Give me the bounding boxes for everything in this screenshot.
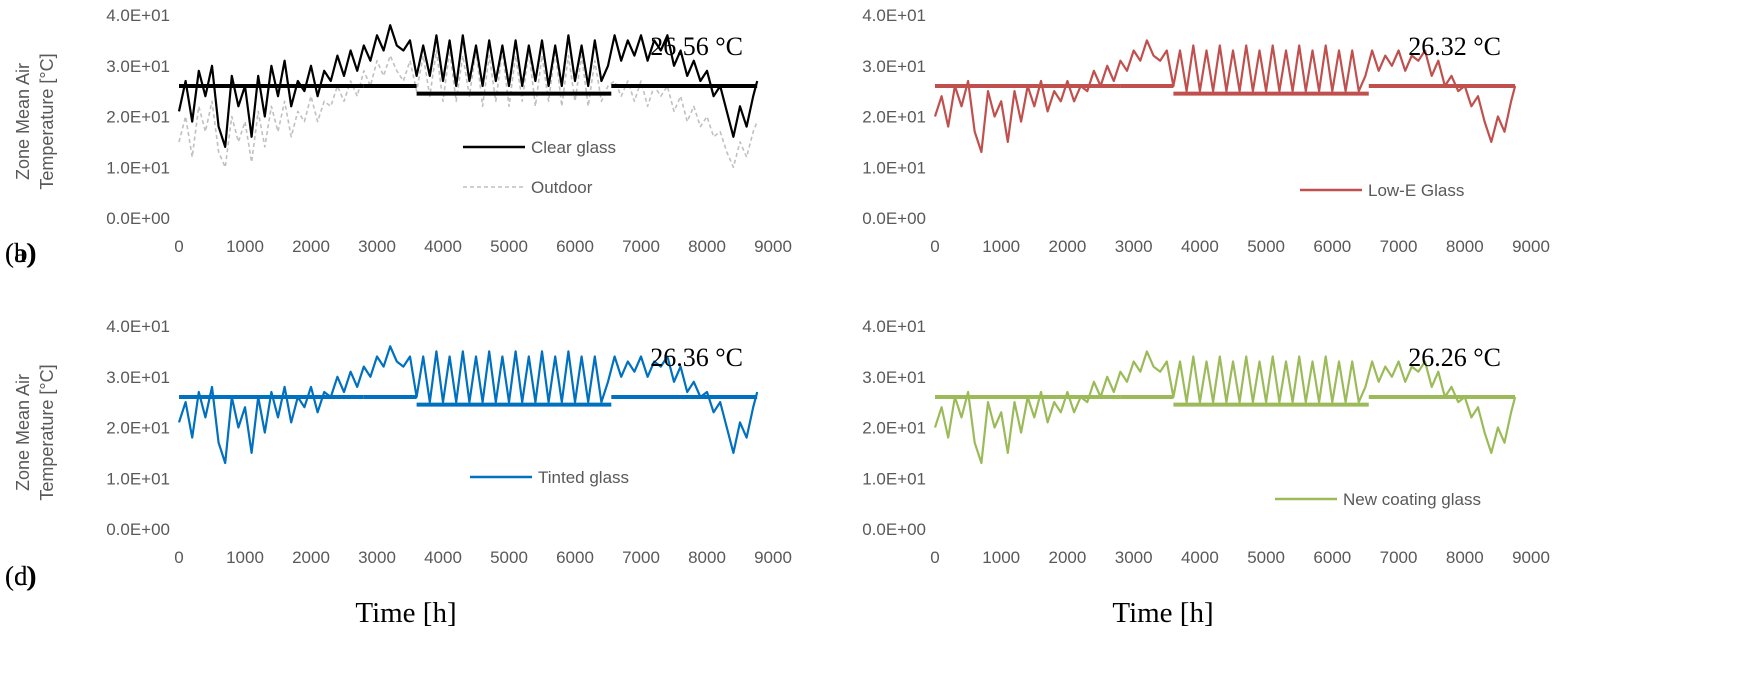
y-tick-label: 3.0E+01 <box>862 57 926 76</box>
x-axis-title: Time [h] <box>1112 597 1213 629</box>
x-tick-label: 5000 <box>1247 237 1285 256</box>
y-tick-label: 2.0E+01 <box>106 108 170 127</box>
y-tick-label: 4.0E+01 <box>862 6 926 25</box>
legend-label: Clear glass <box>531 138 616 157</box>
x-tick-label: 3000 <box>358 548 396 567</box>
legend-label: Tinted glass <box>538 468 629 487</box>
x-tick-label: 8000 <box>1446 548 1484 567</box>
x-tick-label: 2000 <box>292 237 330 256</box>
x-tick-label: 5000 <box>1247 548 1285 567</box>
x-tick-label: 5000 <box>490 237 528 256</box>
x-tick-label: 1000 <box>982 237 1020 256</box>
x-tick-label: 9000 <box>754 548 792 567</box>
y-tick-label: 3.0E+01 <box>106 368 170 387</box>
x-tick-label: 8000 <box>688 548 726 567</box>
mean-temperature-annotation: 26.26 °C <box>1408 343 1501 372</box>
mean-temperature-annotation: 26.56 °C <box>650 32 743 61</box>
y-axis-title-line: Zone Mean Air <box>13 63 33 180</box>
x-tick-label: 7000 <box>1380 548 1418 567</box>
panel-label: (c) <box>5 561 35 591</box>
legend-label: Outdoor <box>531 178 593 197</box>
y-tick-label: 4.0E+01 <box>862 317 926 336</box>
x-tick-label: 7000 <box>1380 237 1418 256</box>
y-tick-label: 1.0E+01 <box>862 158 926 177</box>
y-tick-label: 2.0E+01 <box>862 419 926 438</box>
x-tick-label: 6000 <box>1313 237 1351 256</box>
x-tick-label: 3000 <box>358 237 396 256</box>
x-tick-label: 7000 <box>622 237 660 256</box>
x-tick-label: 4000 <box>424 548 462 567</box>
x-tick-label: 8000 <box>1446 237 1484 256</box>
y-axis-title-line: Temperature [°C] <box>37 53 57 189</box>
panel-label: (d) <box>5 561 36 591</box>
x-tick-label: 1000 <box>226 237 264 256</box>
x-tick-label: 1000 <box>982 548 1020 567</box>
mean-temperature-annotation: 26.32 °C <box>1408 32 1501 61</box>
y-axis-title: Zone Mean Air Temperature [°C] <box>13 53 57 189</box>
y-axis-title-line: Temperature [°C] <box>37 364 57 500</box>
y-tick-label: 1.0E+01 <box>106 469 170 488</box>
x-tick-label: 9000 <box>1512 237 1550 256</box>
x-tick-label: 0 <box>174 237 183 256</box>
y-tick-label: 3.0E+01 <box>862 368 926 387</box>
x-axis-title: Time [h] <box>355 597 456 629</box>
x-tick-label: 9000 <box>1512 548 1550 567</box>
x-tick-label: 0 <box>174 548 183 567</box>
chart-panel-a: 0.0E+00 1.0E+01 2.0E+01 3.0E+01 4.0E+01 0 1000… <box>5 6 792 268</box>
series-line-1 <box>178 49 758 169</box>
y-tick-label: 0.0E+00 <box>106 520 170 539</box>
panel-label: (b) <box>5 238 36 268</box>
y-tick-label: 2.0E+01 <box>862 108 926 127</box>
x-tick-label: 3000 <box>1115 237 1153 256</box>
legend-label: Low-E Glass <box>1368 181 1464 200</box>
y-tick-label: 4.0E+01 <box>106 6 170 25</box>
y-tick-label: 2.0E+01 <box>106 419 170 438</box>
mean-temperature-annotation: 26.36 °C <box>650 343 743 372</box>
series-line-0 <box>933 39 1517 154</box>
x-tick-label: 8000 <box>688 237 726 256</box>
y-tick-label: 0.0E+00 <box>106 209 170 228</box>
x-tick-label: 4000 <box>424 237 462 256</box>
y-tick-label: 0.0E+00 <box>862 209 926 228</box>
x-tick-label: 1000 <box>226 548 264 567</box>
x-tick-label: 6000 <box>556 548 594 567</box>
y-axis-title-line: Zone Mean Air <box>13 374 33 491</box>
x-tick-label: 6000 <box>556 237 594 256</box>
chart-panel-b: 0.0E+00 1.0E+01 2.0E+01 3.0E+01 4.0E+01 0 1000… <box>5 6 1550 268</box>
x-tick-label: 2000 <box>1049 237 1087 256</box>
legend-label: New coating glass <box>1343 490 1481 509</box>
chart-panel-c: 0.0E+00 1.0E+01 2.0E+01 3.0E+01 4.0E+01 0 1000… <box>5 317 792 629</box>
x-tick-label: 5000 <box>490 548 528 567</box>
y-axis-title: Zone Mean Air Temperature [°C] <box>13 364 57 500</box>
y-tick-label: 1.0E+01 <box>862 469 926 488</box>
x-tick-label: 2000 <box>292 548 330 567</box>
x-tick-label: 0 <box>930 548 939 567</box>
x-tick-label: 6000 <box>1313 548 1351 567</box>
series-line-0 <box>933 350 1517 465</box>
chart-panel-d: 0.0E+00 1.0E+01 2.0E+01 3.0E+01 4.0E+01 0 1000… <box>5 317 1550 629</box>
x-tick-label: 3000 <box>1115 548 1153 567</box>
panel-label: (a) <box>5 238 35 268</box>
y-tick-label: 1.0E+01 <box>106 158 170 177</box>
x-tick-label: 9000 <box>754 237 792 256</box>
x-tick-label: 7000 <box>622 548 660 567</box>
y-tick-label: 3.0E+01 <box>106 57 170 76</box>
series-line-0 <box>177 345 759 465</box>
x-tick-label: 4000 <box>1181 548 1219 567</box>
x-tick-label: 0 <box>930 237 939 256</box>
x-tick-label: 4000 <box>1181 237 1219 256</box>
y-tick-label: 4.0E+01 <box>106 317 170 336</box>
x-tick-label: 2000 <box>1049 548 1087 567</box>
y-tick-label: 0.0E+00 <box>862 520 926 539</box>
